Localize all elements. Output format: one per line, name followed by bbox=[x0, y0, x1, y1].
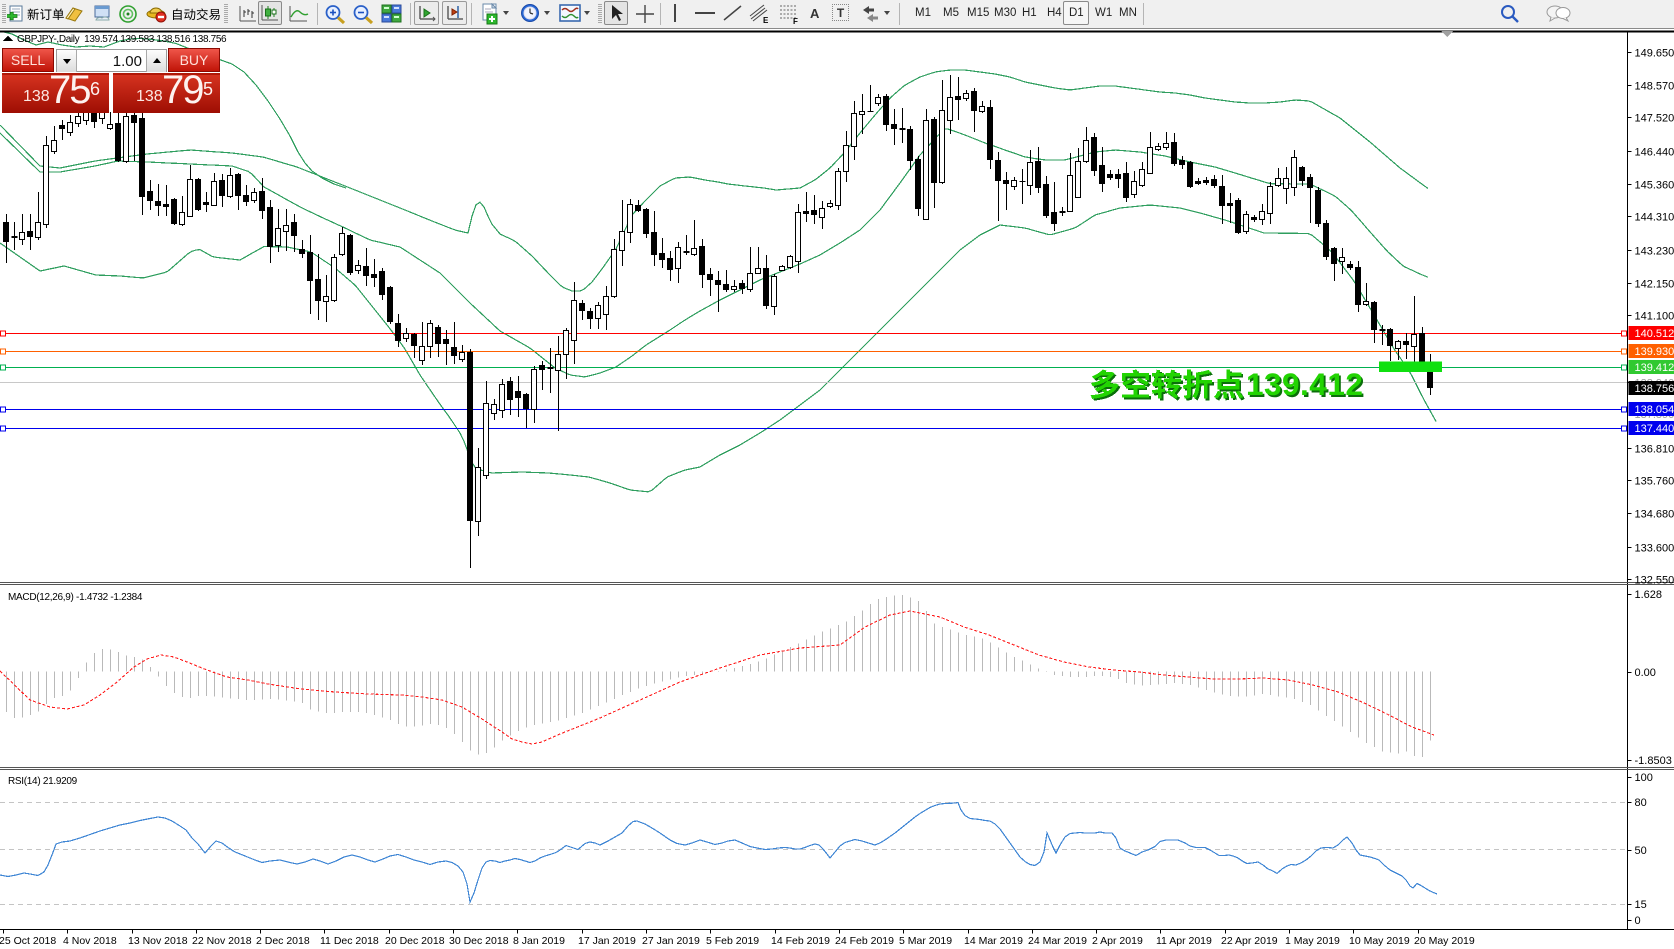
svg-text:15: 15 bbox=[1635, 899, 1647, 911]
svg-text:14 Feb 2019: 14 Feb 2019 bbox=[771, 935, 830, 947]
svg-text:141.100: 141.100 bbox=[1635, 311, 1674, 323]
svg-text:149.650: 149.650 bbox=[1635, 48, 1674, 60]
svg-text:50: 50 bbox=[1635, 845, 1647, 857]
svg-text:11 Dec 2018: 11 Dec 2018 bbox=[320, 935, 379, 947]
svg-text:1.628: 1.628 bbox=[1635, 589, 1663, 601]
svg-text:138.756: 138.756 bbox=[1635, 383, 1674, 395]
svg-text:11 Apr 2019: 11 Apr 2019 bbox=[1156, 935, 1212, 947]
svg-text:MACD(12,26,9) -1.4732 -1.2384: MACD(12,26,9) -1.4732 -1.2384 bbox=[8, 592, 143, 603]
svg-text:8 Jan 2019: 8 Jan 2019 bbox=[513, 935, 565, 947]
svg-text:22 Apr 2019: 22 Apr 2019 bbox=[1221, 935, 1278, 947]
svg-text:10 May 2019: 10 May 2019 bbox=[1349, 935, 1410, 947]
svg-text:27 Jan 2019: 27 Jan 2019 bbox=[642, 935, 700, 947]
svg-text:4 Nov 2018: 4 Nov 2018 bbox=[63, 935, 117, 947]
svg-text:1 May 2019: 1 May 2019 bbox=[1285, 935, 1340, 947]
svg-text:14 Mar 2019: 14 Mar 2019 bbox=[964, 935, 1023, 947]
svg-text:140.512: 140.512 bbox=[1635, 328, 1674, 340]
svg-text:135.760: 135.760 bbox=[1635, 476, 1674, 488]
svg-text:22 Nov 2018: 22 Nov 2018 bbox=[192, 935, 252, 947]
svg-text:143.230: 143.230 bbox=[1635, 246, 1674, 258]
svg-text:5 Feb 2019: 5 Feb 2019 bbox=[706, 935, 759, 947]
svg-text:F: F bbox=[793, 17, 798, 26]
svg-text:148.570: 148.570 bbox=[1635, 81, 1674, 93]
svg-text:2 Apr 2019: 2 Apr 2019 bbox=[1092, 935, 1143, 947]
svg-text:147.520: 147.520 bbox=[1635, 113, 1674, 125]
svg-text:GBPJPY-,Daily 139.574 139.583: GBPJPY-,Daily 139.574 139.583 138.516 13… bbox=[17, 34, 227, 45]
svg-text:0: 0 bbox=[1635, 915, 1641, 927]
svg-text:132.550: 132.550 bbox=[1635, 575, 1674, 587]
svg-text:13 Nov 2018: 13 Nov 2018 bbox=[128, 935, 188, 947]
svg-text:20 May 2019: 20 May 2019 bbox=[1414, 935, 1475, 947]
svg-text:136.810: 136.810 bbox=[1635, 444, 1674, 456]
svg-text:139.930: 139.930 bbox=[1635, 346, 1674, 358]
svg-text:30 Dec 2018: 30 Dec 2018 bbox=[449, 935, 509, 947]
svg-text:24 Feb 2019: 24 Feb 2019 bbox=[835, 935, 894, 947]
svg-text:20 Dec 2018: 20 Dec 2018 bbox=[385, 935, 445, 947]
svg-text:24 Mar 2019: 24 Mar 2019 bbox=[1028, 935, 1087, 947]
svg-text:144.310: 144.310 bbox=[1635, 212, 1674, 224]
svg-text:134.680: 134.680 bbox=[1635, 509, 1674, 521]
svg-text:0.00: 0.00 bbox=[1635, 667, 1656, 679]
svg-text:137.440: 137.440 bbox=[1635, 423, 1674, 435]
svg-text:138.054: 138.054 bbox=[1635, 404, 1674, 416]
svg-text:145.360: 145.360 bbox=[1635, 180, 1674, 192]
svg-text:-1.8503: -1.8503 bbox=[1635, 755, 1672, 767]
svg-text:80: 80 bbox=[1635, 797, 1647, 809]
svg-text:25 Oct 2018: 25 Oct 2018 bbox=[0, 935, 56, 947]
svg-text:139.412: 139.412 bbox=[1246, 366, 1363, 402]
svg-text:E: E bbox=[763, 16, 769, 25]
svg-text:146.440: 146.440 bbox=[1635, 147, 1674, 159]
svg-text:100: 100 bbox=[1635, 772, 1653, 784]
svg-text:RSI(14) 21.9209: RSI(14) 21.9209 bbox=[8, 776, 78, 787]
svg-text:17 Jan 2019: 17 Jan 2019 bbox=[578, 935, 636, 947]
svg-text:5 Mar 2019: 5 Mar 2019 bbox=[899, 935, 952, 947]
svg-text:142.150: 142.150 bbox=[1635, 279, 1674, 291]
svg-text:133.600: 133.600 bbox=[1635, 543, 1674, 555]
svg-text:2 Dec 2018: 2 Dec 2018 bbox=[256, 935, 310, 947]
svg-text:139.412: 139.412 bbox=[1635, 362, 1674, 374]
